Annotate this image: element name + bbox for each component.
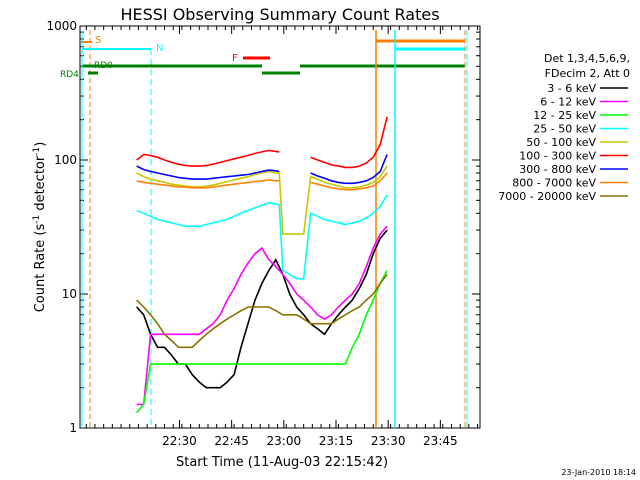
x-tick-label: 23:30 — [371, 434, 406, 448]
series-line-2 — [136, 270, 388, 414]
series-line-6 — [136, 154, 388, 185]
x-tick-label: 22:45 — [214, 434, 249, 448]
x-tick-label: 23:00 — [267, 434, 302, 448]
legend-entry-label: 3 - 6 keV — [547, 82, 596, 95]
footer-timestamp: 23-Jan-2010 18:14 — [561, 468, 636, 477]
legend-header-line-1: Det 1,3,4,5,6,9, — [544, 52, 630, 65]
x-axis: 22:30 22:45 23:00 23:15 23:30 23:45 — [85, 26, 479, 448]
s-label: S — [95, 35, 101, 46]
x-tick-label: 22:30 — [162, 434, 197, 448]
series-line-1 — [136, 225, 388, 406]
chart-title: HESSI Observing Summary Count Rates — [120, 5, 439, 24]
x-tick-label: 23:45 — [423, 434, 458, 448]
rd0-label: RD0 — [94, 61, 113, 71]
y-axis-label: Count Rate (s-1 detector-1) — [32, 142, 48, 313]
y-tick-label: 1 — [69, 421, 77, 435]
n-label: N — [156, 43, 163, 54]
legend-entry-label: 7000 - 20000 keV — [498, 190, 596, 203]
series-line-5 — [136, 116, 388, 169]
y-tick-label: 100 — [54, 153, 77, 167]
status-overlays: S N F RD0 RD4 — [60, 30, 468, 428]
flare-label: F — [232, 53, 238, 64]
plot-frame — [79, 25, 481, 429]
series-lines — [136, 116, 388, 414]
legend-entry-label: 25 - 50 keV — [533, 123, 596, 136]
legend: Det 1,3,4,5,6,9, FDecim 2, Att 0 3 - 6 k… — [498, 52, 630, 203]
x-axis-label: Start Time (11-Aug-03 22:15:42) — [176, 455, 388, 470]
legend-entry-label: 12 - 25 keV — [533, 109, 596, 122]
y-tick-label: 10 — [62, 287, 77, 301]
legend-entry-label: 300 - 800 keV — [519, 163, 596, 176]
series-line-8 — [136, 273, 388, 349]
series-line-3 — [136, 194, 388, 280]
y-axis: 1 10 100 1000 — [46, 19, 480, 435]
legend-entry-label: 50 - 100 keV — [526, 136, 596, 149]
series-line-7 — [136, 172, 388, 191]
legend-entry-label: 800 - 7000 keV — [512, 177, 596, 190]
y-tick-label: 1000 — [46, 19, 77, 33]
legend-entry-label: 6 - 12 keV — [540, 96, 596, 109]
legend-header-line-2: FDecim 2, Att 0 — [545, 67, 630, 80]
x-tick-label: 23:15 — [319, 434, 354, 448]
rd4-label: RD4 — [60, 70, 79, 80]
legend-entry-label: 100 - 300 keV — [519, 150, 596, 163]
series-line-4 — [136, 165, 388, 235]
